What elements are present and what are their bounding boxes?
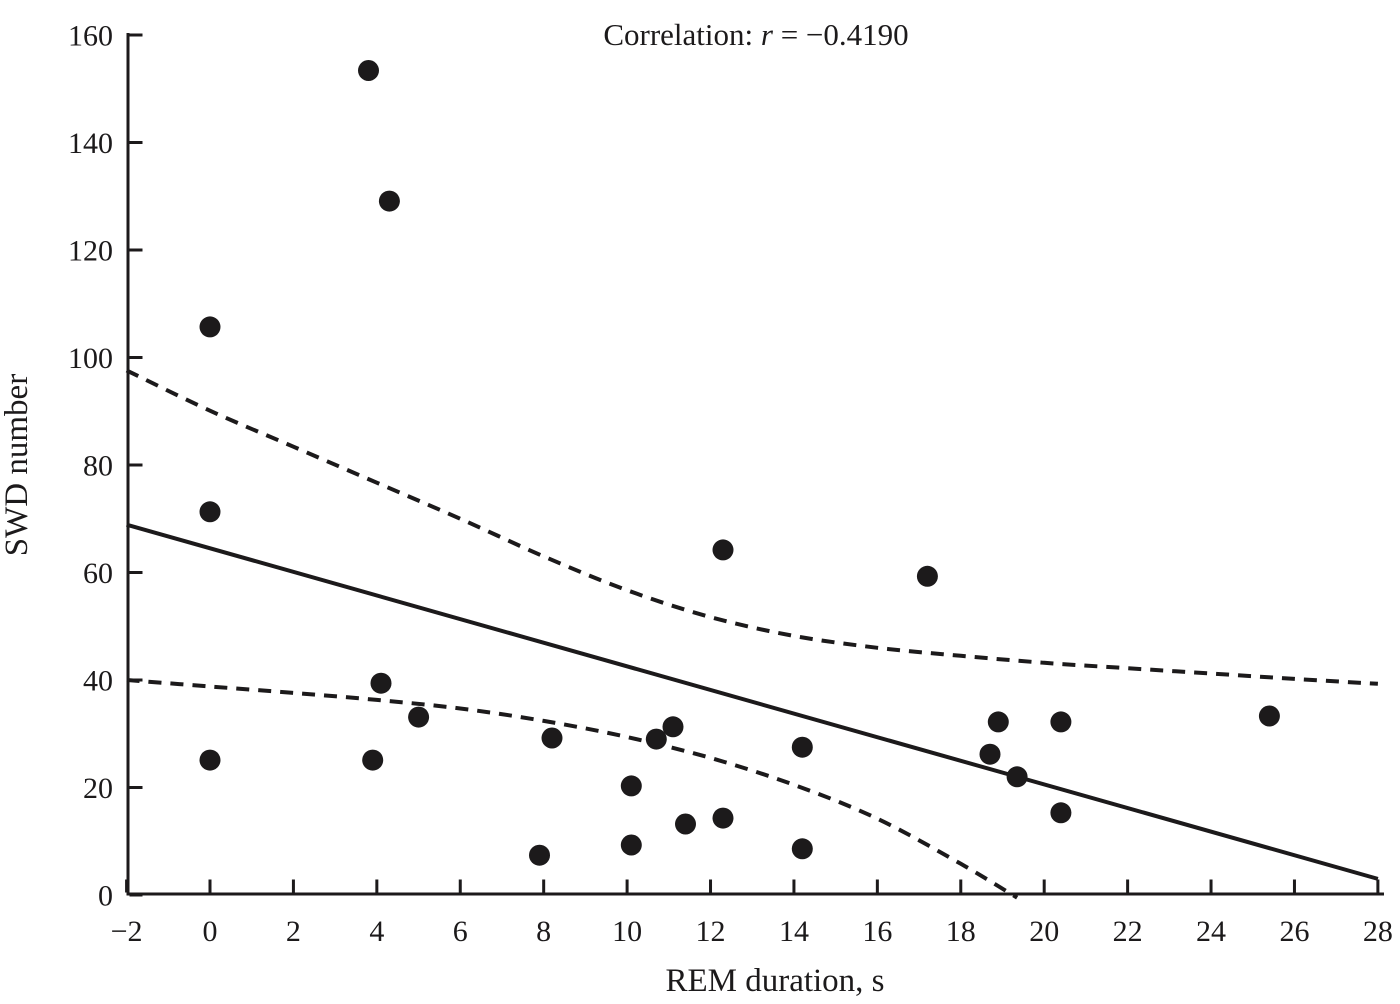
x-tick-label: 12 [696,915,726,948]
x-tick-label: 20 [1029,915,1059,948]
data-point [662,716,684,738]
data-point [620,775,642,797]
y-axis-label: SWD number [0,374,35,556]
y-tick-label: 160 [68,20,113,53]
data-point [541,727,563,749]
y-tick-label: 40 [83,665,113,698]
x-tick-label: 6 [453,915,468,948]
x-tick-label: 0 [203,915,218,948]
data-point [987,711,1009,733]
y-tick-label: 0 [98,880,113,913]
data-point [712,539,734,561]
data-point [1050,802,1072,824]
data-point [362,749,384,771]
data-point [620,834,642,856]
upper-confidence-curve [125,368,1379,686]
y-tick-label: 20 [83,772,113,805]
data-point [370,672,392,694]
data-point [1050,711,1072,733]
data-point [199,749,221,771]
y-axis-ticks-group: 0 20 40 60 80 100 120 140 160 [68,20,143,913]
x-tick-label: 28 [1363,915,1393,948]
chart-title-value: = −0.4190 [773,17,909,52]
lower-confidence-curve [126,678,1019,900]
x-tick-label: 8 [536,915,551,948]
x-tick-label: 24 [1196,915,1226,948]
data-point [791,736,813,758]
x-tick-label: 14 [779,915,809,948]
y-tick-label: 60 [83,557,113,590]
data-point [979,743,1001,765]
data-point [1006,766,1028,788]
regression-line [126,522,1379,881]
y-tick-label: 120 [68,235,113,268]
x-axis-label: REM duration, s [665,963,884,999]
chart-title-prefix: Correlation: [603,17,761,52]
x-tick-label: −2 [111,915,143,948]
data-point [378,190,400,212]
data-point [199,501,221,523]
data-point [1258,705,1280,727]
data-point [791,838,813,860]
x-tick-label: 4 [369,915,384,948]
data-point [199,316,221,338]
data-point [916,565,938,587]
data-point [529,844,550,866]
x-tick-label: 18 [946,915,976,948]
x-tick-label: 10 [612,915,642,948]
x-tick-label: 22 [1113,915,1143,948]
y-tick-label: 100 [68,342,113,375]
data-point [358,60,379,81]
data-point [645,728,667,750]
x-axis-ticks-group: −2 0 2 4 6 8 10 12 14 16 18 20 22 24 26 28 [111,879,1393,948]
data-points-group [199,60,1280,866]
y-tick-label: 80 [83,450,113,483]
data-point [675,813,696,835]
data-point [712,807,734,829]
x-tick-label: 2 [286,915,301,948]
chart-title-r-symbol: r [761,17,774,52]
chart-title: Correlation: r = −0.4190 [603,17,908,52]
x-tick-label: 26 [1279,915,1309,948]
data-point [408,706,430,728]
x-tick-label: 16 [862,915,892,948]
y-tick-label: 140 [68,127,113,160]
